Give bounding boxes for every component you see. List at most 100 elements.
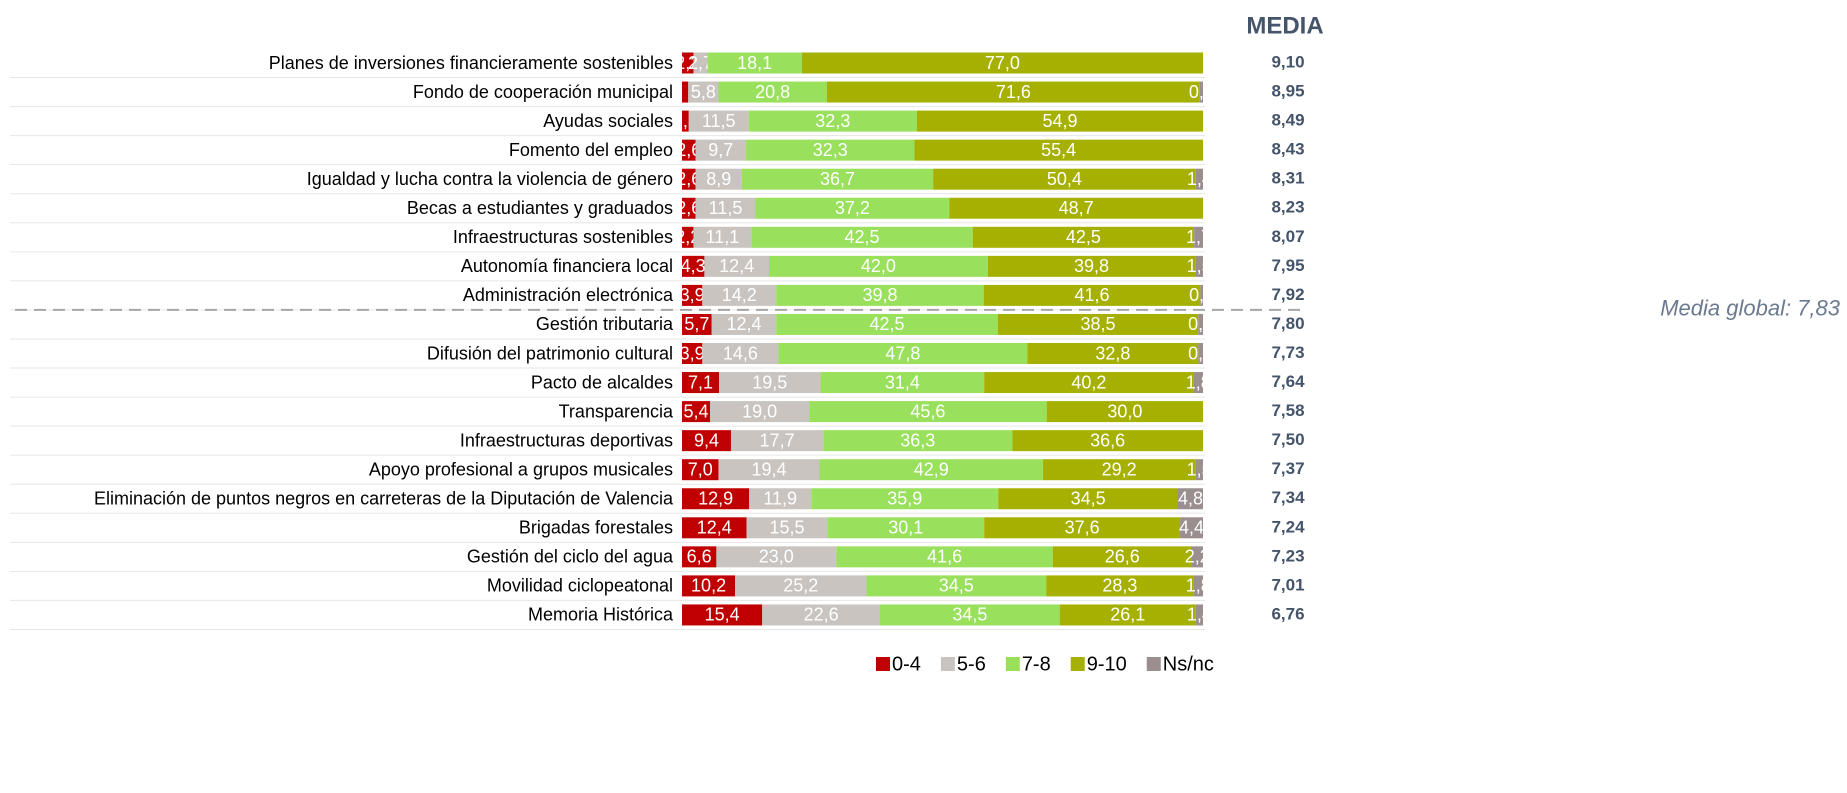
data-label: 2,6 [676, 198, 701, 218]
category-label: Gestión tributaria [536, 314, 674, 334]
data-label: 12,4 [726, 314, 761, 334]
legend-label: 5-6 [957, 653, 986, 675]
category-label: Becas a estudiantes y graduados [407, 198, 673, 218]
category-label: Difusión del patrimonio cultural [427, 343, 673, 363]
bar-segment [755, 197, 950, 219]
bar-segment [704, 255, 770, 277]
bar-segment [1193, 575, 1203, 597]
data-label: 19,0 [742, 401, 777, 421]
bar-segment [682, 110, 689, 132]
bar-segment [688, 110, 749, 132]
data-label: 23,0 [759, 547, 794, 567]
bar-segment [801, 52, 1203, 74]
bar-segment [1046, 401, 1203, 423]
data-label: 0,9 [1188, 314, 1213, 334]
legend-label: 7-8 [1022, 653, 1051, 675]
data-label: 2,6 [676, 169, 701, 189]
media-value: 6,76 [1271, 604, 1304, 623]
bar-segment [682, 81, 689, 103]
bar-segment [682, 284, 703, 306]
category-label: Fondo de cooperación municipal [413, 82, 673, 102]
data-label: 3,9 [680, 343, 705, 363]
bar-segment [1191, 546, 1203, 568]
bar-segment [1193, 372, 1203, 394]
bar-segment [987, 255, 1196, 277]
data-label: 5,8 [691, 82, 716, 102]
bar-segment [1046, 575, 1194, 597]
data-label: 42,9 [914, 459, 949, 479]
legend-label: Ns/nc [1163, 653, 1214, 675]
data-label: 1,5 [1187, 256, 1212, 276]
bar-segment [748, 110, 917, 132]
media-value: 7,92 [1271, 285, 1304, 304]
bar-segment [819, 459, 1044, 481]
data-label: 0,9 [1188, 343, 1213, 363]
data-label: 34,5 [952, 605, 987, 625]
legend-swatch [1005, 657, 1020, 671]
bar-segment [711, 313, 777, 335]
data-label: 1,4 [1187, 605, 1212, 625]
bar-segment [751, 226, 973, 248]
bar-segment [749, 488, 812, 510]
bar-segment [682, 343, 703, 364]
media-value: 7,24 [1271, 517, 1305, 536]
bar-segment [718, 81, 827, 103]
bar-segment [695, 168, 742, 190]
category-label: Eliminación de puntos negros en carreter… [94, 489, 674, 509]
data-label: 50,4 [1047, 169, 1082, 189]
bar-segment [1043, 459, 1196, 481]
data-label: 4,3 [681, 256, 706, 276]
media-value: 7,34 [1271, 488, 1305, 507]
bar-segment [1194, 226, 1203, 248]
data-label: 41,6 [927, 547, 962, 567]
data-label: 19,5 [752, 372, 787, 392]
data-label: 36,6 [1090, 430, 1125, 450]
data-label: 5,4 [684, 401, 709, 421]
bar-segment [716, 546, 837, 568]
reference-label: Media global: 7,83 [1660, 296, 1841, 321]
bar-segment [1180, 517, 1203, 539]
bar-segment [1195, 168, 1203, 190]
bar-segment [682, 313, 712, 335]
bar-segment [998, 488, 1178, 510]
data-label: 15,4 [705, 605, 740, 625]
bar-segment [1195, 255, 1203, 277]
data-label: 34,5 [939, 576, 974, 596]
category-label: Transparencia [559, 401, 674, 421]
data-label: 1,4 [1187, 169, 1212, 189]
media-value: 7,01 [1271, 575, 1304, 594]
data-label: 40,2 [1071, 372, 1106, 392]
data-label: 42,5 [844, 227, 879, 247]
bar-segment [914, 139, 1203, 161]
data-label: 9,7 [708, 140, 733, 160]
category-label: Administración electrónica [463, 285, 674, 305]
bar-segment [866, 575, 1047, 597]
bar-segment [718, 372, 821, 394]
media-value: 7,58 [1271, 401, 1304, 420]
legend-label: 0-4 [892, 653, 921, 675]
media-value: 8,95 [1271, 82, 1304, 101]
media-value: 8,43 [1271, 140, 1304, 159]
legend-swatch [1070, 657, 1085, 671]
legend-swatch [1146, 657, 1161, 671]
media-value: 7,23 [1271, 546, 1304, 565]
bar-segment [688, 81, 719, 103]
bar-segment [811, 488, 999, 510]
data-label: 4,8 [1178, 489, 1203, 509]
bar-segment [693, 226, 752, 248]
data-label: 15,5 [769, 518, 804, 538]
data-label: 20,8 [755, 82, 790, 102]
category-label: Memoria Histórica [528, 605, 674, 625]
category-label: Planes de inversiones financieramente so… [269, 53, 673, 73]
data-label: 5,7 [684, 314, 709, 334]
data-label: 4,4 [1179, 518, 1204, 538]
bar-segment [718, 459, 820, 481]
media-value: 8,07 [1271, 227, 1304, 246]
bar-segment [746, 139, 915, 161]
media-value: 8,31 [1271, 169, 1304, 188]
data-label: 32,8 [1095, 343, 1130, 363]
data-label: 12,9 [698, 489, 733, 509]
bar-segment [1177, 488, 1203, 510]
legend-swatch [940, 657, 955, 671]
bar-segment [735, 575, 867, 597]
